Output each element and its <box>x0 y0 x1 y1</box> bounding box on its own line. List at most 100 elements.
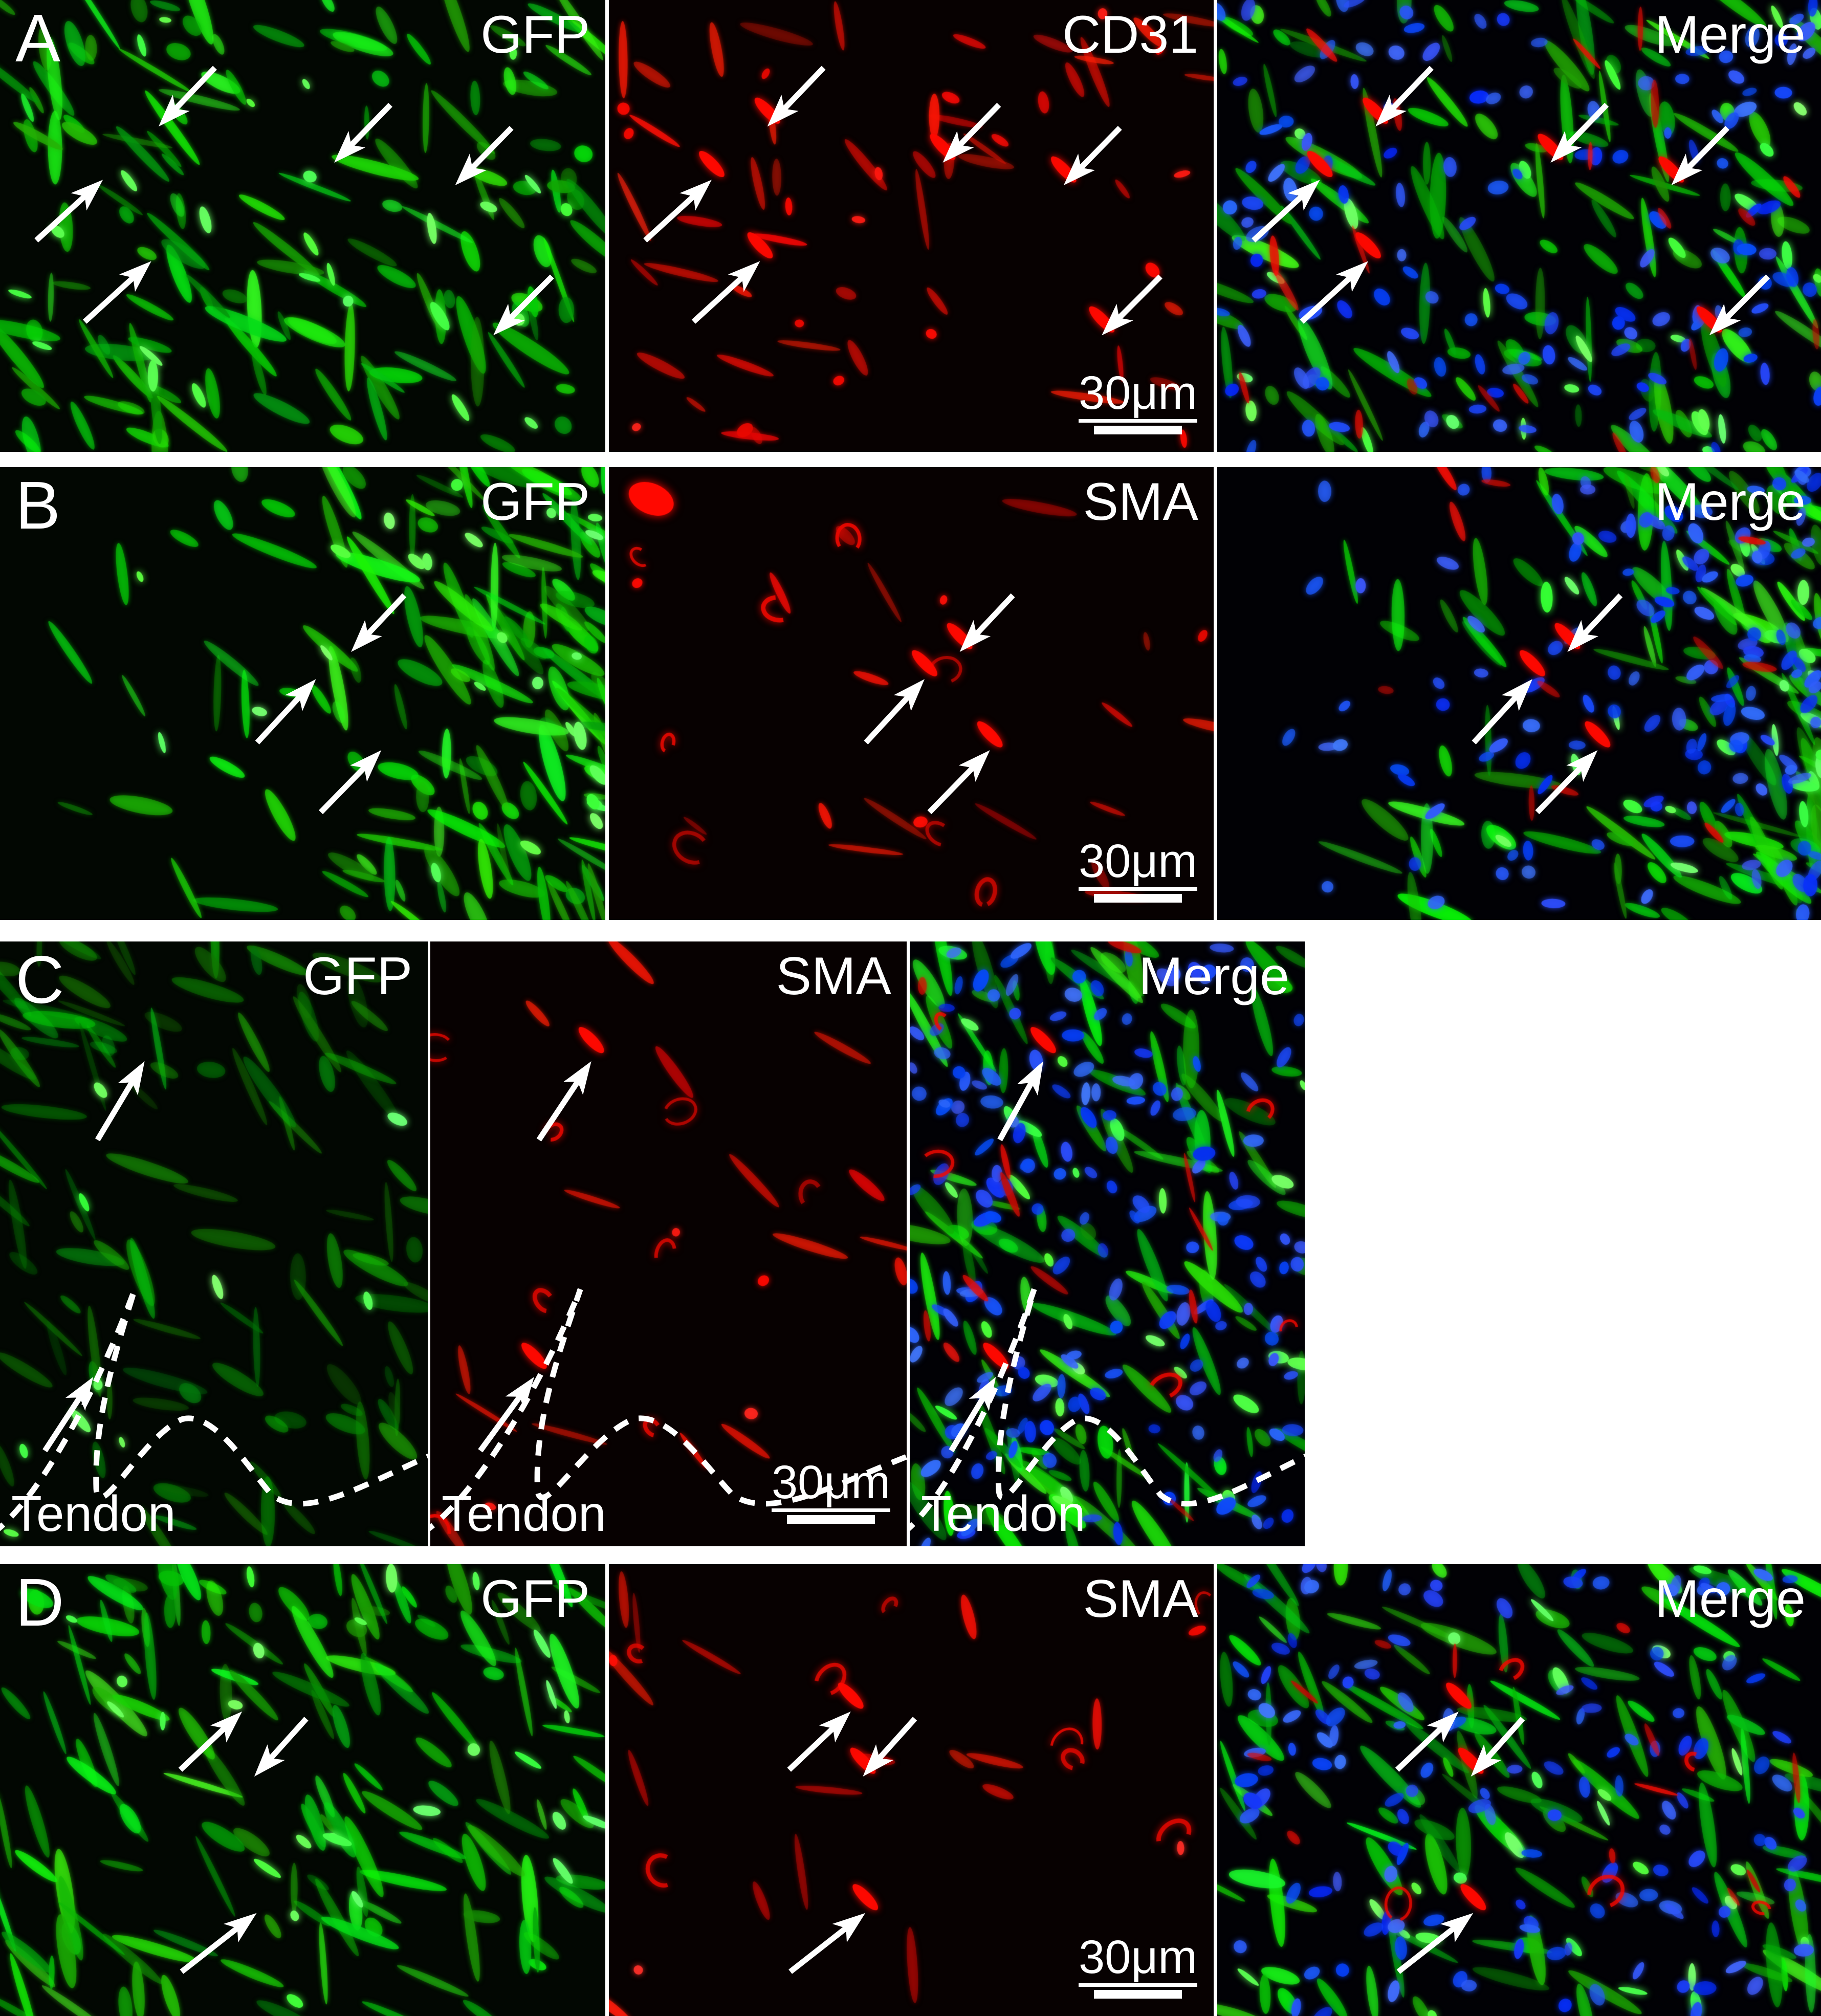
panel-d-gfp: D GFP <box>0 1564 605 2016</box>
annotation-arrow-head <box>334 131 366 163</box>
annotation-arrow-shaft <box>255 693 303 744</box>
stain-label-gfp: GFP <box>480 472 590 532</box>
annotation-arrow-shaft <box>1564 103 1609 149</box>
annotation-arrow-shaft <box>1395 1725 1444 1772</box>
annotation-arrow-head <box>1287 180 1320 211</box>
scale-bar: 30μm <box>772 1459 890 1524</box>
annotation-arrow-shaft <box>178 1725 228 1772</box>
annotation-arrow-shaft <box>1252 193 1305 243</box>
annotation-arrow-shaft <box>469 126 514 171</box>
annotation-arrow-head <box>1375 95 1407 127</box>
panel-c-gfp: C GFP Tendon <box>0 941 428 1546</box>
stain-label-merge: Merge <box>1655 1569 1806 1629</box>
scale-bar-text: 30μm <box>772 1459 890 1512</box>
annotation-arrow-head <box>1063 154 1095 185</box>
annotation-arrow-head <box>455 154 487 185</box>
annotation-arrow-shaft <box>788 1924 849 1974</box>
annotation-arrow-head <box>158 95 190 127</box>
annotation-arrow-head <box>563 1061 591 1095</box>
annotation-arrow-head <box>1336 261 1368 292</box>
scale-bar-line <box>1094 894 1182 903</box>
annotation-overlay <box>430 1061 907 1531</box>
annotation-arrow-shaft <box>1581 593 1623 638</box>
scale-bar: 30μm <box>1079 838 1197 903</box>
annotation-arrow-head <box>1709 303 1741 336</box>
micrograph-image <box>1217 1564 1821 2016</box>
annotation-arrow-shaft <box>927 764 976 815</box>
annotation-arrow-head <box>1567 620 1598 652</box>
annotation-arrow-shaft <box>42 1394 83 1453</box>
micrograph-image <box>430 941 907 1546</box>
annotation-arrow-head <box>863 1744 894 1777</box>
annotation-arrow-head <box>959 620 991 652</box>
stain-label-sma: SMA <box>1083 1569 1198 1629</box>
annotation-arrow-shaft <box>1535 764 1584 815</box>
annotation-arrow-head <box>119 261 151 292</box>
scale-bar-text: 30μm <box>1079 838 1197 891</box>
scale-bar-line <box>1094 1990 1182 1999</box>
annotation-arrow-head <box>285 679 316 711</box>
annotation-arrow-head <box>254 1744 285 1777</box>
annotation-arrow-shaft <box>949 1394 987 1453</box>
annotation-arrow-head <box>1550 130 1582 163</box>
annotation-overlay <box>255 593 407 815</box>
annotation-arrow-shaft <box>364 593 407 638</box>
stain-label-merge: Merge <box>1138 947 1289 1006</box>
panel-d-sma: SMA 30μm <box>609 1564 1214 2016</box>
annotation-arrow-head <box>767 95 799 127</box>
micrograph-image <box>1217 0 1821 452</box>
stain-label-gfp: GFP <box>303 947 412 1006</box>
micrograph-image <box>0 1564 605 2016</box>
tendon-region-label: Tendon <box>11 1485 176 1542</box>
annotation-arrow-shaft <box>82 274 137 324</box>
annotation-arrow-head <box>893 679 925 711</box>
annotation-arrow-head <box>210 1711 243 1743</box>
annotation-arrow-shaft <box>864 693 912 744</box>
annotation-arrow-head <box>942 131 974 163</box>
annotation-arrow-head <box>1566 750 1598 782</box>
annotation-overlay <box>34 65 554 336</box>
annotation-arrow-head <box>65 1377 94 1411</box>
tendon-boundary-dashed-line <box>0 1288 428 1531</box>
panel-b-gfp: B GFP <box>0 467 605 920</box>
annotation-arrow-shaft <box>691 274 745 324</box>
annotation-arrow-shaft <box>95 1079 136 1142</box>
panel-d-merge: Merge <box>1217 1564 1821 2016</box>
annotation-arrow-head <box>224 1913 257 1943</box>
annotation-arrow-shaft <box>1685 126 1730 171</box>
stain-label-sma: SMA <box>1083 472 1198 532</box>
annotation-arrow-shaft <box>507 274 554 321</box>
annotation-overlay <box>178 1711 309 1974</box>
stain-label-sma: SMA <box>776 947 891 1006</box>
annotation-arrow-shaft <box>1723 274 1770 321</box>
panel-letter-c: C <box>15 942 64 1017</box>
annotation-arrow-head <box>679 180 712 211</box>
scale-bar-text: 30μm <box>1079 1934 1197 1987</box>
panel-b-sma: SMA 30μm <box>609 467 1214 920</box>
annotation-arrow-shaft <box>180 1924 241 1974</box>
annotation-arrow-head <box>505 1377 534 1411</box>
annotation-overlay <box>0 1061 428 1531</box>
annotation-arrow-shaft <box>34 192 89 243</box>
annotation-arrow-shaft <box>997 1079 1035 1142</box>
scale-bar-text: 30μm <box>1079 369 1197 423</box>
panel-a-gfp: A GFP <box>0 0 605 452</box>
scale-bar: 30μm <box>1079 1934 1197 1999</box>
scale-bar-line <box>787 1515 875 1524</box>
annotation-arrow-head <box>1440 1913 1474 1943</box>
annotation-arrow-head <box>1501 679 1532 711</box>
stain-label-gfp: GFP <box>480 5 590 64</box>
annotation-arrow-shaft <box>536 1078 581 1142</box>
micrograph-image <box>609 1564 1214 2016</box>
micrograph-image <box>910 941 1305 1546</box>
annotation-arrow-shaft <box>956 103 1001 149</box>
micrograph-image <box>0 0 605 452</box>
annotation-arrow-head <box>1102 303 1133 336</box>
annotation-arrow-head <box>350 750 382 782</box>
annotation-arrow-shaft <box>1396 1924 1458 1974</box>
tendon-boundary-dashed-line <box>910 1288 1305 1531</box>
micrograph-image <box>0 941 428 1546</box>
annotation-overlay <box>1395 1711 1525 1974</box>
annotation-arrow-head <box>728 261 760 292</box>
